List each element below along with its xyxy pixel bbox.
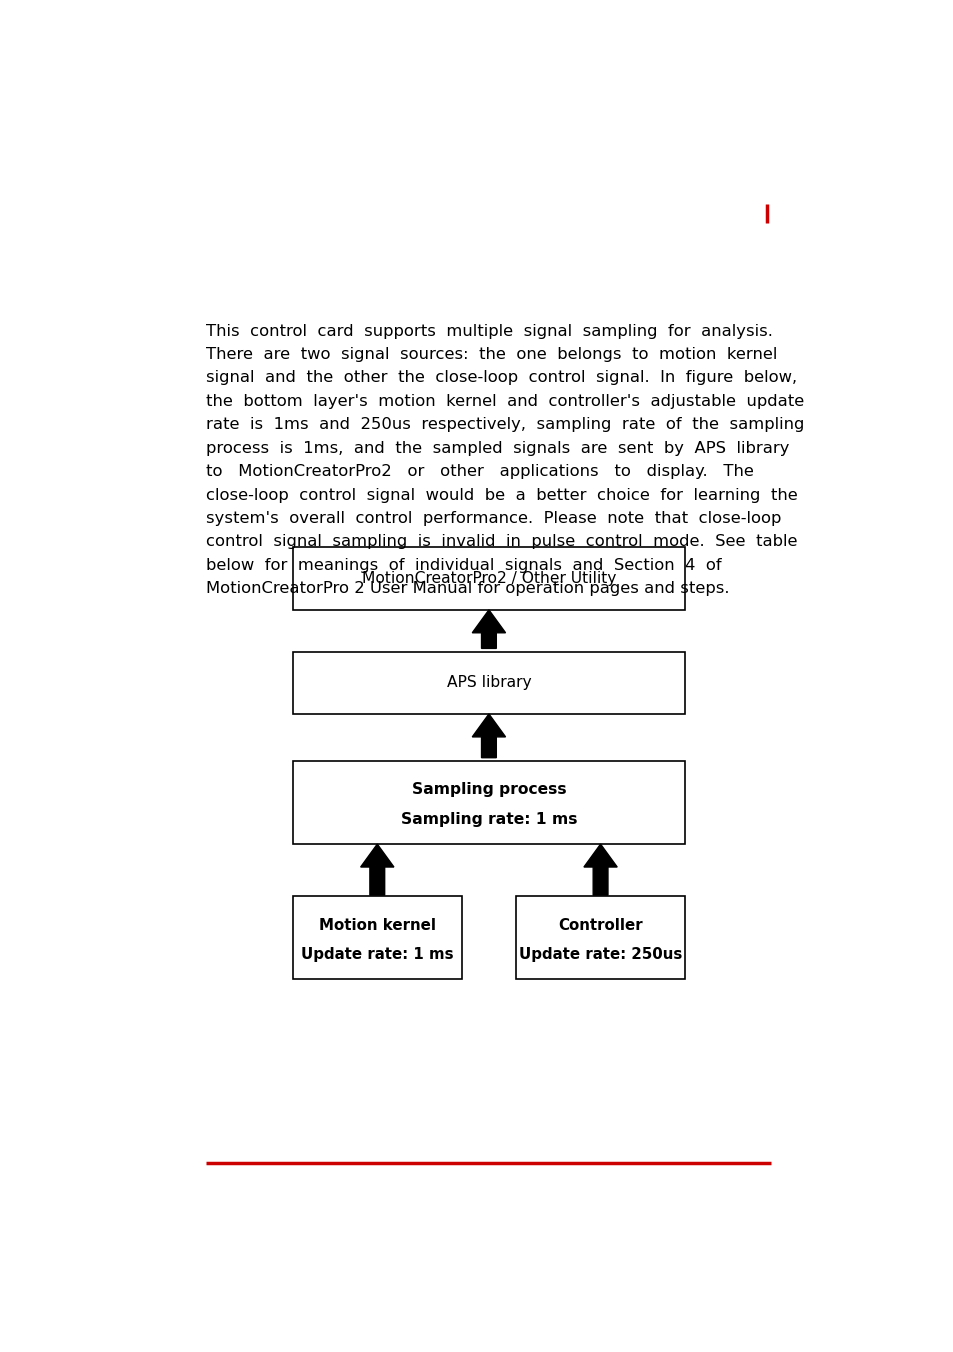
Text: system's  overall  control  performance.  Please  note  that  close-loop: system's overall control performance. Pl… <box>206 511 781 526</box>
FancyBboxPatch shape <box>293 761 684 844</box>
Text: MotionCreatorPro 2 User Manual for operation pages and steps.: MotionCreatorPro 2 User Manual for opera… <box>206 581 729 596</box>
FancyBboxPatch shape <box>516 896 684 979</box>
FancyArrow shape <box>360 844 394 895</box>
FancyArrow shape <box>472 610 505 649</box>
FancyArrow shape <box>472 714 505 757</box>
Text: Motion kernel: Motion kernel <box>318 918 436 933</box>
Text: below  for  meanings  of  individual  signals  and  Section  4  of: below for meanings of individual signals… <box>206 558 721 573</box>
FancyBboxPatch shape <box>293 896 461 979</box>
Text: Controller: Controller <box>558 918 642 933</box>
Text: MotionCreatorPro2 / Other Utility: MotionCreatorPro2 / Other Utility <box>361 571 616 587</box>
Text: Sampling process: Sampling process <box>411 783 566 798</box>
Text: There  are  two  signal  sources:  the  one  belongs  to  motion  kernel: There are two signal sources: the one be… <box>206 347 777 362</box>
Text: close-loop  control  signal  would  be  a  better  choice  for  learning  the: close-loop control signal would be a bet… <box>206 488 798 503</box>
Text: Update rate: 250us: Update rate: 250us <box>518 946 681 963</box>
FancyBboxPatch shape <box>293 652 684 714</box>
Text: control  signal  sampling  is  invalid  in  pulse  control  mode.  See  table: control signal sampling is invalid in pu… <box>206 534 797 549</box>
Text: process  is  1ms,  and  the  sampled  signals  are  sent  by  APS  library: process is 1ms, and the sampled signals … <box>206 441 789 456</box>
FancyArrow shape <box>583 844 617 895</box>
Text: Update rate: 1 ms: Update rate: 1 ms <box>300 946 453 963</box>
Text: rate  is  1ms  and  250us  respectively,  sampling  rate  of  the  sampling: rate is 1ms and 250us respectively, samp… <box>206 418 804 433</box>
FancyBboxPatch shape <box>293 548 684 610</box>
Text: the  bottom  layer's  motion  kernel  and  controller's  adjustable  update: the bottom layer's motion kernel and con… <box>206 393 804 408</box>
Text: Sampling rate: 1 ms: Sampling rate: 1 ms <box>400 811 577 826</box>
Text: to   MotionCreatorPro2   or   other   applications   to   display.   The: to MotionCreatorPro2 or other applicatio… <box>206 464 754 479</box>
Text: APS library: APS library <box>446 675 531 691</box>
Text: signal  and  the  other  the  close-loop  control  signal.  In  figure  below,: signal and the other the close-loop cont… <box>206 370 797 385</box>
Text: This  control  card  supports  multiple  signal  sampling  for  analysis.: This control card supports multiple sign… <box>206 323 773 338</box>
